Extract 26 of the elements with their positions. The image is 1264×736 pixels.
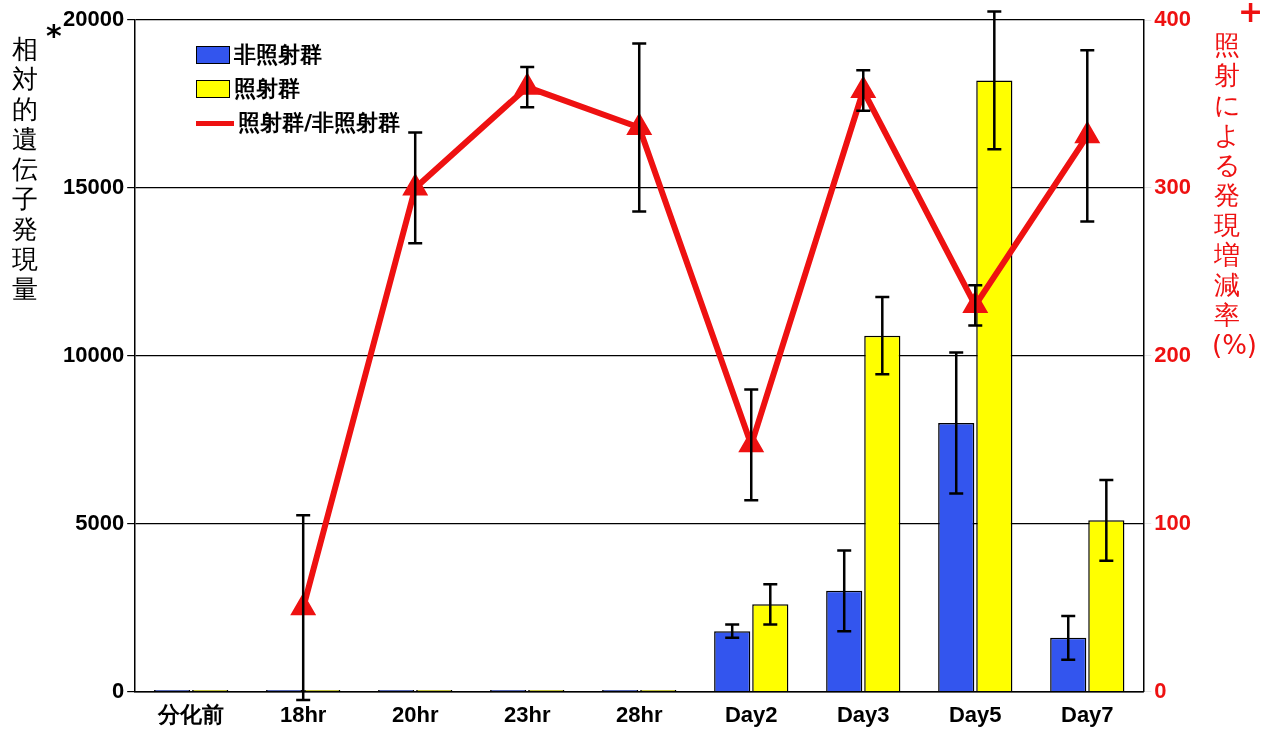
text: 照射による発現増減率(%) <box>1212 30 1257 360</box>
text: 相対的遺伝子発現量 <box>12 34 38 304</box>
y2-tick-label: 300 <box>1154 173 1192 199</box>
y2-tick-label: 0 <box>1154 677 1167 703</box>
x-tick-label: 18hr <box>279 701 327 727</box>
legend-label: 照射群/非照射群 <box>238 109 401 137</box>
text: * <box>46 18 62 53</box>
x-tick-label: 分化前 <box>157 701 225 727</box>
x-tick-label: Day2 <box>724 701 778 727</box>
y-tick-label: 10000 <box>62 341 125 367</box>
legend-label: 照射群 <box>234 75 300 103</box>
legend-label: 非照射群 <box>234 41 322 69</box>
y-tick-label: 20000 <box>62 6 125 32</box>
y-tick-label: 15000 <box>62 173 125 199</box>
x-tick-label: 23hr <box>503 701 551 727</box>
y2-tick-label: 400 <box>1154 6 1192 32</box>
y-tick-label: 0 <box>111 677 125 703</box>
x-tick-label: Day7 <box>1060 701 1114 727</box>
text: + <box>1238 0 1264 29</box>
x-tick-label: 20hr <box>391 701 439 727</box>
y-tick-label: 5000 <box>75 509 125 535</box>
x-tick-label: 28hr <box>615 701 663 727</box>
x-tick-label: Day3 <box>836 701 890 727</box>
y2-tick-label: 100 <box>1154 509 1192 535</box>
x-tick-label: Day5 <box>948 701 1002 727</box>
y2-tick-label: 200 <box>1154 341 1192 367</box>
